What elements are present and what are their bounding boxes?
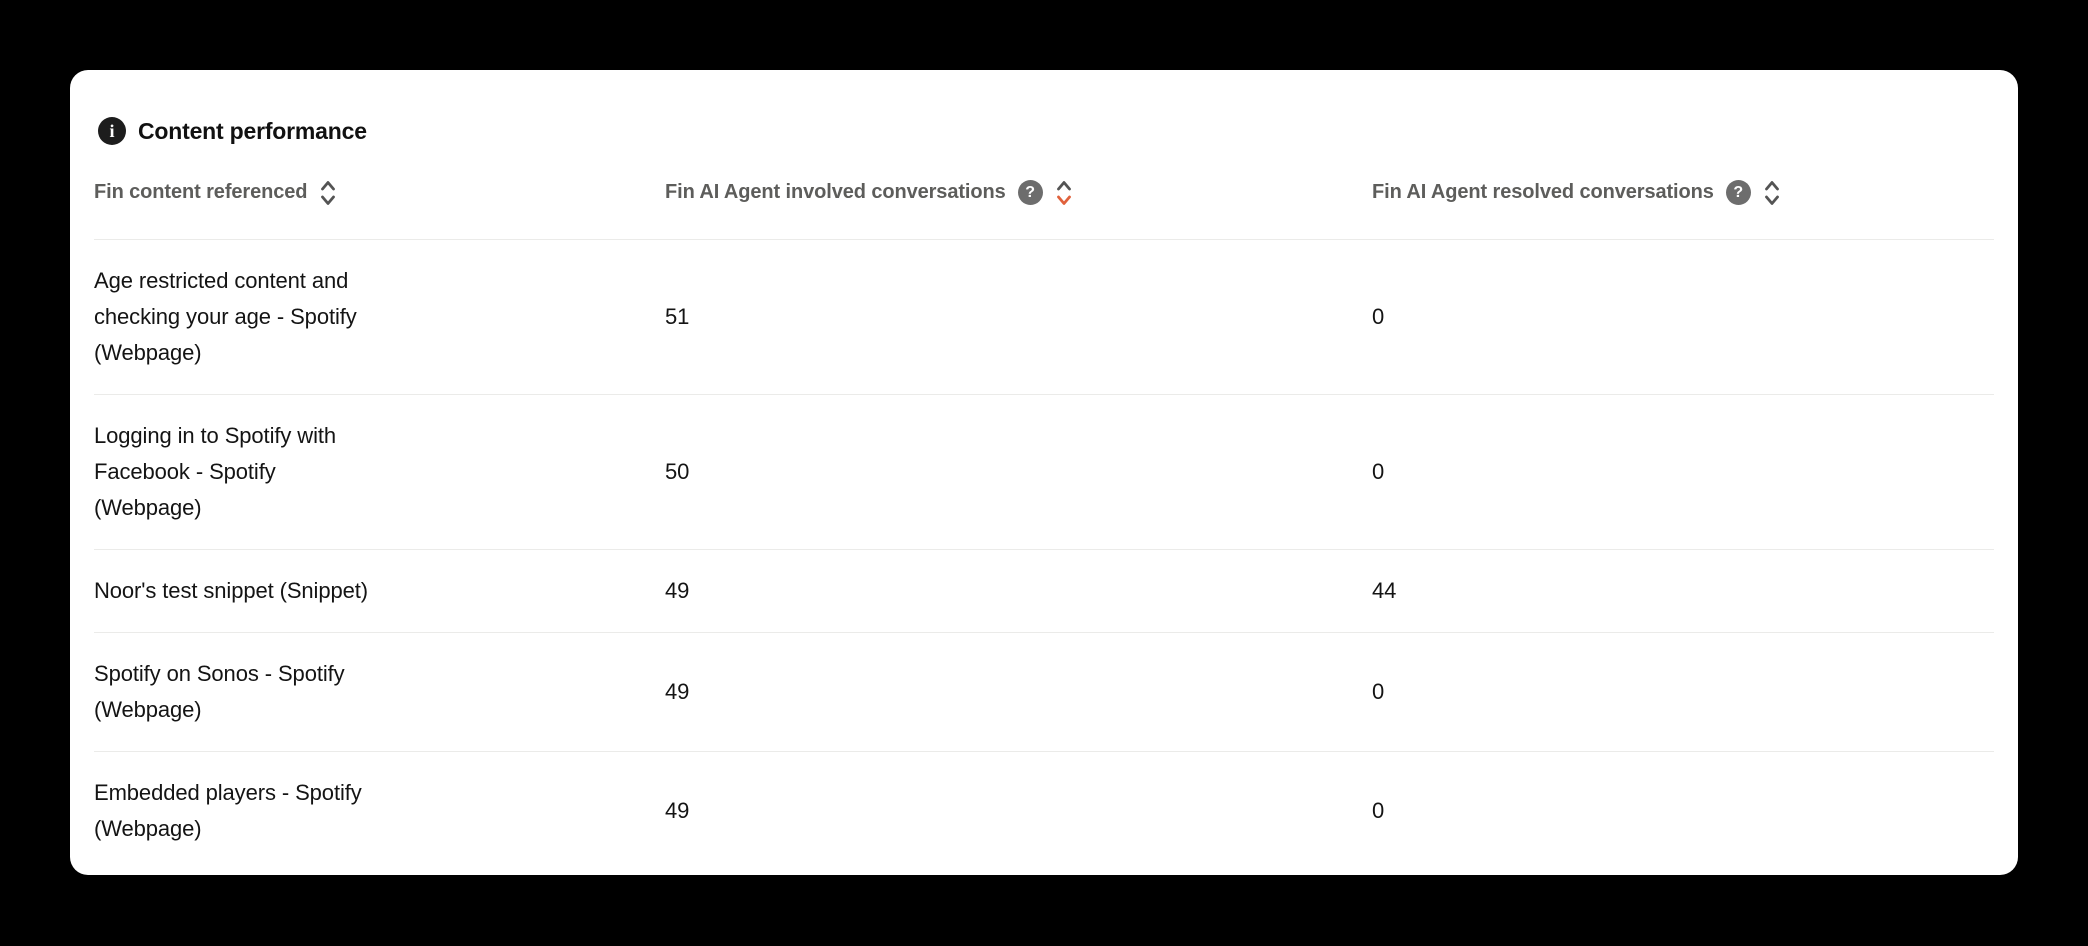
- table-row: Logging in to Spotify with Facebook - Sp…: [94, 395, 1994, 550]
- content-performance-card: i Content performance Fin content refere…: [70, 70, 2018, 875]
- table-row: Embedded players - Spotify (Webpage) 49 …: [94, 752, 1994, 870]
- content-name-cell: Noor's test snippet (Snippet): [94, 573, 665, 609]
- involved-count-cell: 49: [665, 674, 1372, 710]
- sort-icon: [321, 180, 336, 205]
- column-header-involved-conversations[interactable]: Fin AI Agent involved conversations ?: [665, 178, 1372, 208]
- content-name: Noor's test snippet (Snippet): [94, 578, 368, 603]
- involved-count-cell: 49: [665, 573, 1372, 609]
- sort-icon: [1764, 180, 1779, 205]
- resolved-count: 44: [1372, 578, 1397, 603]
- involved-count-cell: 50: [665, 454, 1372, 490]
- card-title: Content performance: [138, 117, 367, 144]
- column-header-resolved-conversations[interactable]: Fin AI Agent resolved conversations ?: [1372, 178, 1994, 208]
- content-name: Logging in to Spotify with Facebook - Sp…: [94, 423, 336, 520]
- resolved-count: 0: [1372, 459, 1385, 484]
- resolved-count-cell: 0: [1372, 793, 1994, 829]
- column-header-fin-content-referenced[interactable]: Fin content referenced: [94, 178, 665, 208]
- involved-count: 50: [665, 459, 690, 484]
- table-row: Spotify on Sonos - Spotify (Webpage) 49 …: [94, 633, 1994, 752]
- resolved-count-cell: 0: [1372, 454, 1994, 490]
- resolved-count: 0: [1372, 304, 1385, 329]
- involved-count-cell: 49: [665, 793, 1372, 829]
- involved-count: 49: [665, 679, 690, 704]
- content-name-cell: Embedded players - Spotify (Webpage): [94, 775, 665, 847]
- resolved-count: 0: [1372, 798, 1385, 823]
- column-label: Fin AI Agent resolved conversations: [1372, 181, 1714, 203]
- involved-count-cell: 51: [665, 299, 1372, 335]
- involved-count: 49: [665, 798, 690, 823]
- content-name: Embedded players - Spotify (Webpage): [94, 780, 362, 841]
- help-icon[interactable]: ?: [1725, 180, 1751, 205]
- sort-icon: [1056, 180, 1071, 205]
- info-icon[interactable]: i: [98, 117, 126, 145]
- card-header: i Content performance: [94, 116, 1994, 146]
- table-body: Age restricted content and checking your…: [94, 240, 1994, 870]
- involved-count: 51: [665, 304, 690, 329]
- content-name: Spotify on Sonos - Spotify (Webpage): [94, 661, 345, 722]
- resolved-count-cell: 44: [1372, 573, 1994, 609]
- resolved-count-cell: 0: [1372, 299, 1994, 335]
- column-label: Fin AI Agent involved conversations: [665, 181, 1006, 203]
- content-name-cell: Age restricted content and checking your…: [94, 263, 665, 371]
- content-name-cell: Spotify on Sonos - Spotify (Webpage): [94, 656, 665, 728]
- help-icon[interactable]: ?: [1017, 180, 1043, 205]
- resolved-count-cell: 0: [1372, 674, 1994, 710]
- table-header-row: Fin content referenced Fin AI Agent invo…: [94, 146, 1994, 240]
- column-label: Fin content referenced: [94, 181, 308, 203]
- content-name-cell: Logging in to Spotify with Facebook - Sp…: [94, 418, 665, 526]
- content-name: Age restricted content and checking your…: [94, 268, 357, 365]
- table-row: Noor's test snippet (Snippet) 49 44: [94, 550, 1994, 633]
- resolved-count: 0: [1372, 679, 1385, 704]
- involved-count: 49: [665, 578, 690, 603]
- table-row: Age restricted content and checking your…: [94, 240, 1994, 395]
